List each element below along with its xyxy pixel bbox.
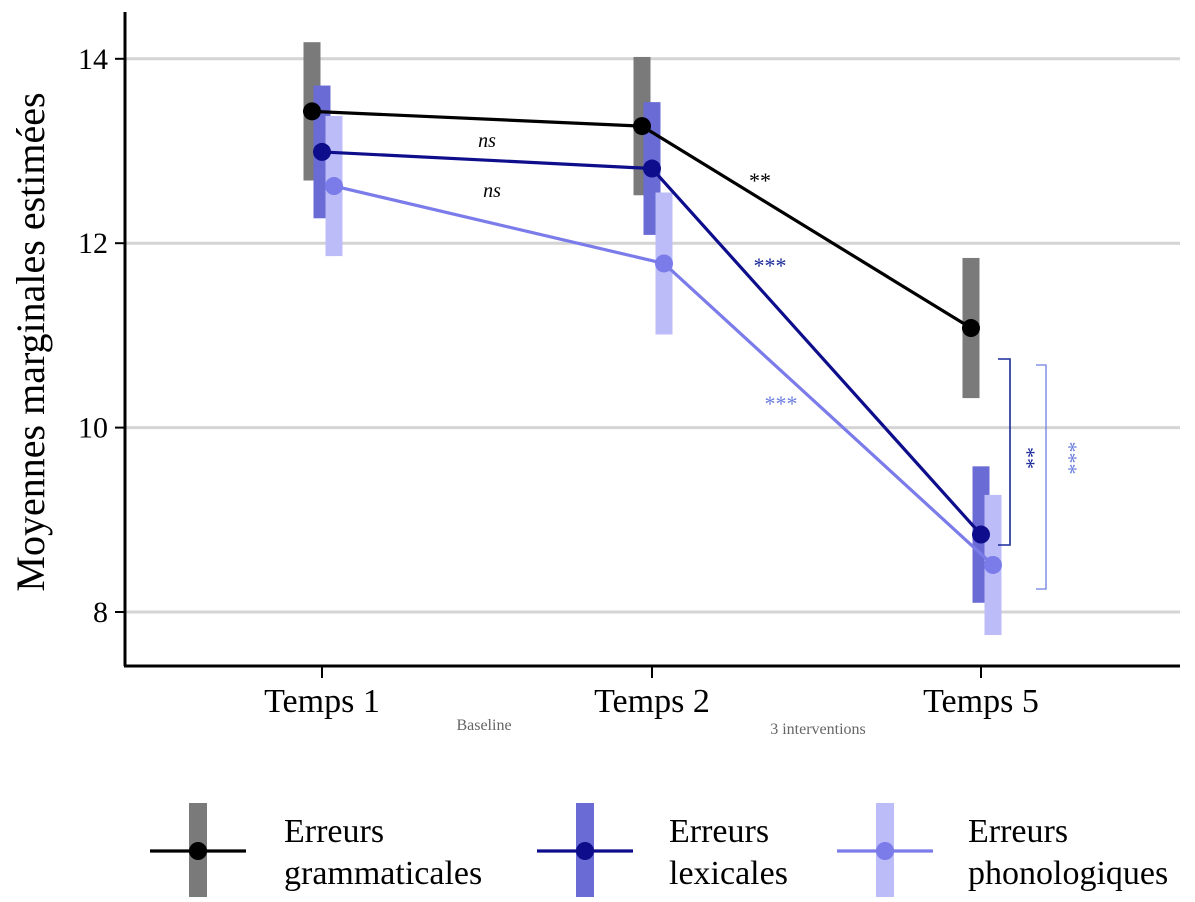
series-points [303,102,1002,574]
phase-label: 3 interventions [770,721,866,738]
data-point [303,102,321,121]
x-ticks: Temps 1 Temps 2 Temps 5 Baseline 3 intervent… [264,666,1039,738]
y-axis-label: Moyennes marginales estimées [8,92,53,591]
significance-bracket [998,358,1011,546]
significance-label: ** [1015,447,1040,469]
y-tick-label: 8 [93,596,108,629]
significance-label: ** [749,168,771,193]
legend-label-line2: phonologiques [968,855,1168,892]
data-point [633,117,651,136]
significance-label: *** [765,391,798,416]
y-tick-label: 12 [78,227,108,260]
phase-label: Baseline [456,717,511,734]
y-ticks: 8 10 12 14 [78,43,125,629]
data-point [655,254,673,273]
significance-label: ns [478,130,496,152]
data-point [325,177,343,196]
data-point [984,555,1002,574]
significance-label: ns [483,180,501,202]
x-tick-label: Temps 1 [264,683,380,720]
legend-point-swatch [876,842,894,860]
y-tick-label: 14 [78,43,108,76]
x-tick-label: Temps 2 [594,683,710,720]
legend-label-line1: Erreurs [968,813,1068,850]
legend-label-line2: grammaticales [284,855,482,892]
legend-point-swatch [189,842,207,860]
legend-label-line1: Erreurs [669,813,769,850]
y-tick-label: 10 [78,412,108,445]
x-tick-label: Temps 5 [923,683,1039,720]
significance-label: *** [1057,442,1082,475]
grid-lines [126,57,1180,614]
significance-label: *** [754,253,787,278]
legend-label-line2: lexicales [669,855,788,892]
legend: Erreurs grammaticales Erreurs lexicales Erre… [150,803,1168,897]
data-point [972,525,990,544]
data-point [962,319,980,338]
legend-label-line1: Erreurs [284,813,384,850]
data-point [643,159,661,178]
data-point [313,142,331,161]
legend-point-swatch [576,842,594,860]
significance-bracket [1036,364,1047,590]
